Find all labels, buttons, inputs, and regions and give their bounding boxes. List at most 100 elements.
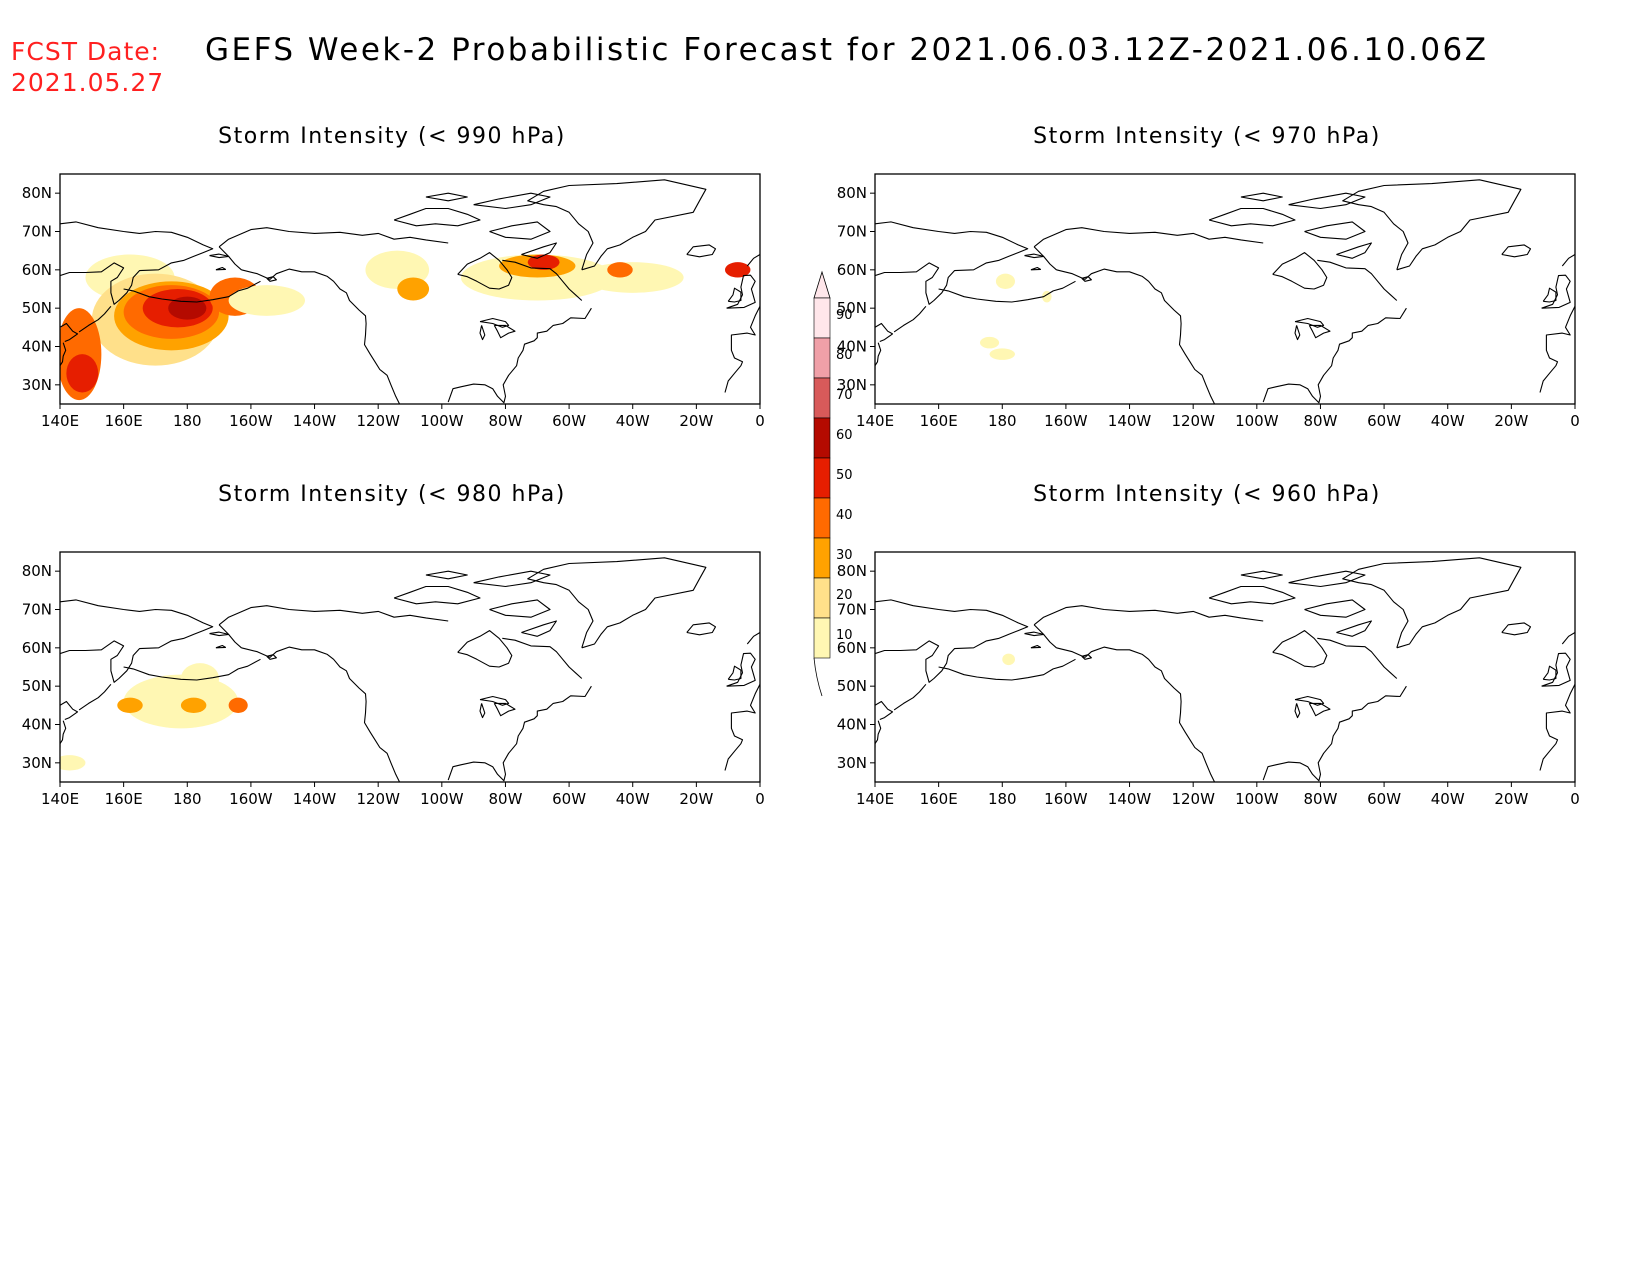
lat-tick-label: 50N — [837, 299, 867, 317]
coastline — [1033, 605, 1264, 626]
probability-area — [725, 262, 751, 278]
lon-tick-label: 120W — [356, 790, 400, 808]
coastline — [1033, 227, 1264, 248]
lon-tick-label: 100W — [1235, 412, 1279, 430]
lat-tick-label: 70N — [22, 601, 52, 619]
coastline — [521, 242, 557, 259]
coastline — [1030, 644, 1042, 649]
coastline — [1541, 652, 1571, 687]
lon-tick-label: 60W — [552, 412, 586, 430]
colorbar-label: 60 — [836, 428, 853, 443]
colorbar-label: 40 — [836, 508, 853, 523]
lat-tick-label: 80N — [22, 184, 52, 202]
lat-tick-label: 40N — [22, 716, 52, 734]
lon-tick-label: 180 — [173, 790, 202, 808]
coastline — [60, 700, 79, 721]
coastline — [875, 720, 882, 748]
colorbar-swatch — [813, 577, 831, 619]
lon-tick-label: 180 — [173, 412, 202, 430]
coastline — [1561, 632, 1575, 645]
coastline — [1033, 624, 1057, 649]
coastline — [893, 683, 927, 711]
lat-tick-label: 80N — [837, 184, 867, 202]
coastline — [218, 624, 242, 649]
coastline — [218, 605, 449, 626]
coastline — [527, 557, 707, 649]
coastline — [493, 702, 516, 717]
coastline — [746, 632, 760, 645]
lat-tick-label: 60N — [837, 639, 867, 657]
coastline — [209, 253, 230, 259]
colorbar-swatch — [813, 537, 831, 579]
coastline — [489, 221, 551, 240]
coastline — [727, 665, 742, 681]
coastline — [502, 259, 583, 301]
lon-tick-label: 160E — [105, 790, 143, 808]
coastline — [1541, 274, 1571, 309]
lat-tick-label: 50N — [837, 677, 867, 695]
coastline — [1542, 287, 1557, 303]
coastline — [60, 599, 214, 683]
lat-tick-label: 80N — [837, 562, 867, 580]
coastline — [1272, 630, 1328, 668]
coastline — [686, 622, 717, 636]
coastline — [1336, 620, 1372, 637]
coastline — [60, 342, 67, 370]
coastline — [1208, 585, 1296, 605]
coastline — [123, 280, 261, 303]
map-panel-970: 140E 160E 180 160W 140W 120W 100W 80W 60W 40W 20W 0… — [837, 173, 1580, 430]
coastline — [266, 276, 277, 282]
lon-tick-label: 160W — [1044, 412, 1088, 430]
lon-tick-label: 0 — [755, 412, 765, 430]
coastline — [1336, 242, 1372, 259]
coastline — [60, 720, 67, 748]
lon-tick-label: 180 — [988, 412, 1017, 430]
lat-tick-label: 60N — [22, 261, 52, 279]
lon-tick-label: 60W — [1367, 790, 1401, 808]
colorbar-label: 50 — [836, 468, 853, 483]
colorbar-label: 10 — [836, 628, 853, 643]
lat-tick-label: 50N — [22, 299, 52, 317]
colorbar-label: 70 — [836, 388, 853, 403]
coastline — [1294, 695, 1325, 706]
coastline — [1539, 306, 1575, 393]
coastline — [60, 221, 214, 305]
panel-title-990: Storm Intensity (< 990 hPa) — [218, 124, 566, 149]
coastline — [1262, 685, 1407, 782]
forecast-date: FCST Date: 2021.05.27 — [11, 36, 164, 98]
probability-area — [228, 697, 248, 713]
lon-tick-label: 160E — [920, 412, 958, 430]
colorbar-swatch — [813, 297, 831, 339]
coastline — [1304, 221, 1366, 240]
coastline — [1208, 207, 1296, 227]
lat-tick-label: 70N — [837, 601, 867, 619]
coastline — [425, 192, 468, 202]
coastline — [893, 305, 927, 333]
coastline — [1030, 266, 1042, 271]
lat-tick-label: 40N — [22, 338, 52, 356]
lon-tick-label: 80W — [488, 790, 522, 808]
colorbar-top-cap — [813, 270, 831, 299]
panel-title-970: Storm Intensity (< 970 hPa) — [1033, 124, 1381, 149]
coastline — [875, 700, 894, 721]
lon-tick-label: 140E — [41, 790, 79, 808]
colorbar-swatch — [813, 377, 831, 419]
lon-tick-label: 120W — [356, 412, 400, 430]
lon-tick-label: 160E — [920, 790, 958, 808]
forecast-date-label: FCST Date: — [11, 37, 161, 66]
colorbar-swatch — [813, 617, 831, 659]
lon-tick-label: 140W — [293, 790, 337, 808]
coastline — [527, 179, 707, 271]
coastline — [1501, 244, 1532, 258]
lon-tick-label: 160W — [1044, 790, 1088, 808]
coastline — [1294, 703, 1301, 719]
coastline — [473, 570, 551, 588]
lon-tick-label: 140E — [856, 412, 894, 430]
forecast-date-value: 2021.05.27 — [11, 68, 165, 97]
coastline — [1317, 637, 1398, 679]
coastline — [1024, 253, 1045, 259]
colorbar-label: 80 — [836, 348, 853, 363]
coastline — [1342, 179, 1522, 271]
coastline — [1561, 254, 1575, 267]
colorbar: 10 20 30 40 50 60 70 80 90 — [813, 270, 853, 697]
